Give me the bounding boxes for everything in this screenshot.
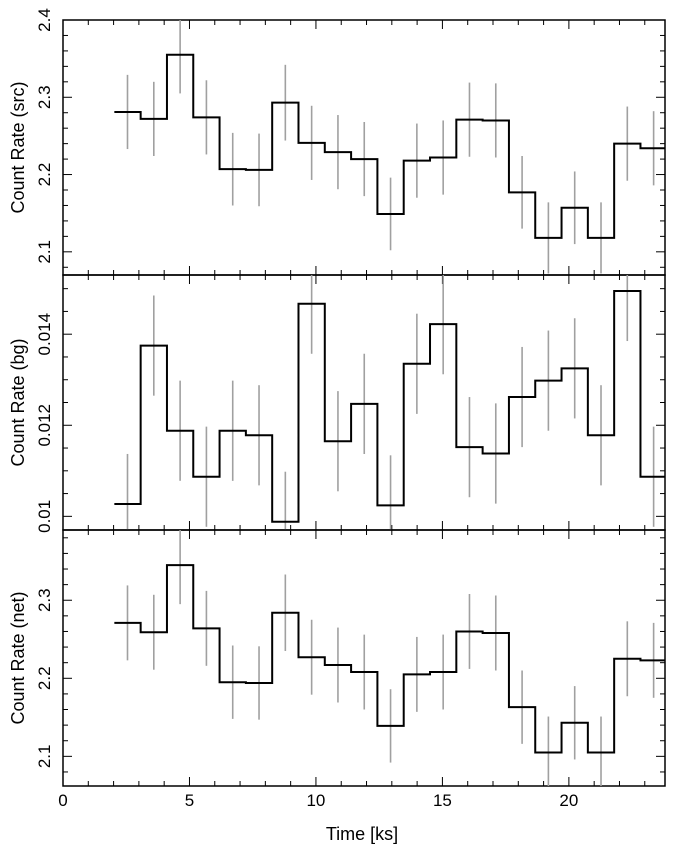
y-tick-label: 2.2 <box>35 666 54 690</box>
y-axis-title-bg: Count Rate (bg) <box>8 338 28 466</box>
y-tick-label: 2.4 <box>35 8 54 32</box>
y-tick-label: 0.014 <box>35 313 54 356</box>
y-tick-label: 0.01 <box>35 500 54 533</box>
x-axis-title: Time [ks] <box>326 824 398 844</box>
series-bg <box>114 275 665 530</box>
step-line <box>114 53 665 239</box>
y-tick-label: 0.012 <box>35 404 54 447</box>
y-tick-label: 2.1 <box>35 240 54 264</box>
y-tick-label: 2.1 <box>35 745 54 769</box>
y-axis-title-src: Count Rate (src) <box>8 81 28 213</box>
x-tick-label: 20 <box>559 791 578 810</box>
x-tick-label: 10 <box>306 791 325 810</box>
y-tick-label: 2.2 <box>35 163 54 187</box>
step-line <box>114 289 665 523</box>
y-tick-label: 2.3 <box>35 85 54 109</box>
y-axis-title-net: Count Rate (net) <box>8 591 28 724</box>
panel-src: 2.1 2.2 2.3 2.4 Count Rate (src) <box>8 8 666 276</box>
step-line <box>114 564 665 754</box>
x-tick-label: 0 <box>58 791 67 810</box>
y-tick-label: 2.3 <box>35 588 54 612</box>
panel-net: 2.1 2.2 2.3 Count Rate (net) <box>8 529 666 787</box>
panel-bg: 0.01 0.012 0.014 Count Rate (bg) <box>8 274 666 533</box>
panel-frame <box>62 529 666 787</box>
x-tick-label: 5 <box>185 791 194 810</box>
x-tick-label: 15 <box>433 791 452 810</box>
series-src <box>114 20 665 274</box>
series-net <box>114 530 665 786</box>
